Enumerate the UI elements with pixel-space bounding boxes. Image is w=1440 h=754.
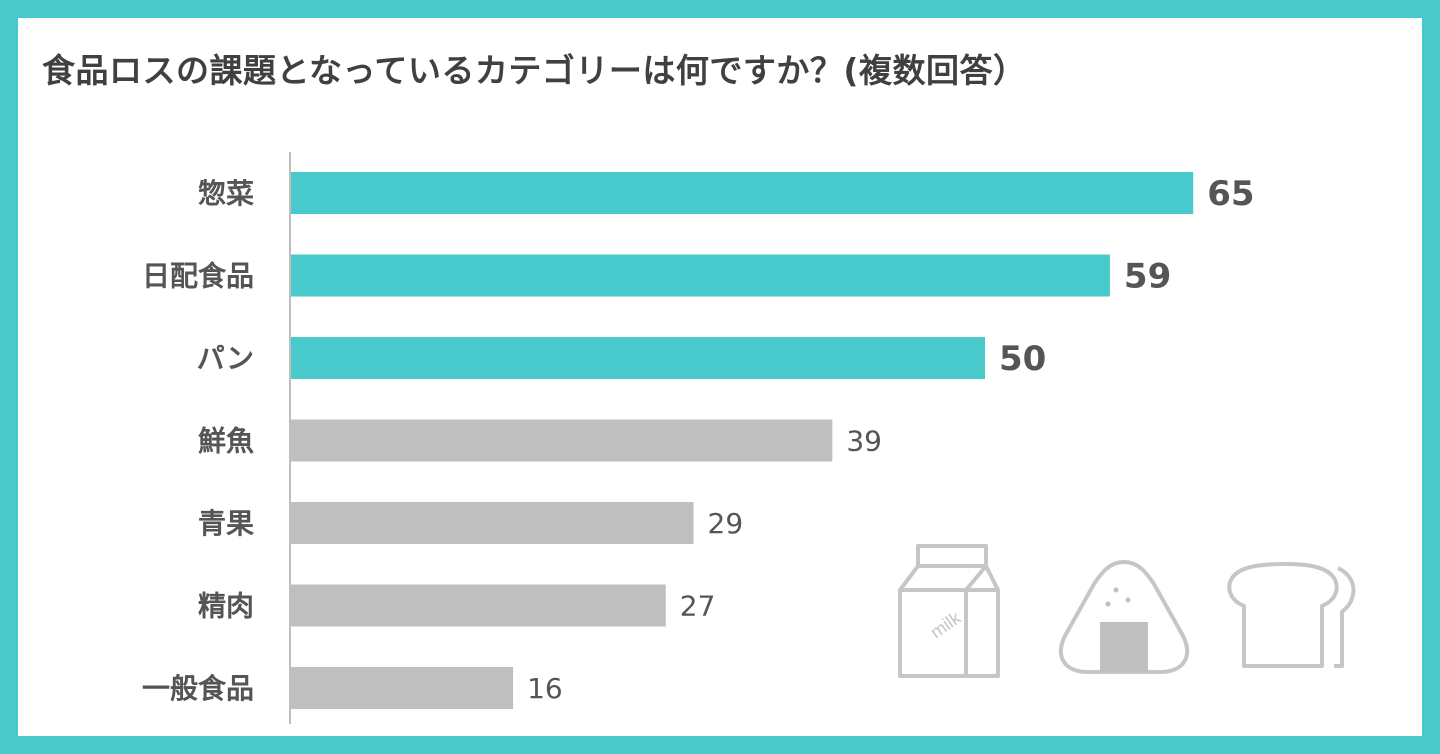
category-label: 鮮魚 <box>198 425 254 458</box>
bar-4 <box>291 419 833 462</box>
milk-label: milk <box>927 607 965 642</box>
onigiri-icon <box>1059 559 1189 674</box>
value-label: 65 <box>1207 174 1254 214</box>
value-label: 16 <box>527 672 563 705</box>
category-label: 一般食品 <box>142 672 254 705</box>
bar-6 <box>291 584 666 627</box>
category-label: 青果 <box>198 507 254 540</box>
category-label: パン <box>197 342 254 375</box>
value-label: 27 <box>680 590 716 623</box>
value-label: 50 <box>999 339 1046 379</box>
category-label: 日配食品 <box>142 260 254 293</box>
category-label: 惣菜 <box>198 177 254 210</box>
bar-7 <box>291 667 514 709</box>
value-label: 29 <box>708 507 744 540</box>
category-label: 精肉 <box>198 590 254 623</box>
bar-3 <box>291 337 985 379</box>
value-label: 59 <box>1124 257 1171 297</box>
value-label: 39 <box>846 425 882 458</box>
bread-icon <box>1227 562 1356 668</box>
bars-group: 惣菜 65 日配食品 59 パン 50 鮮魚 39 青果 29 精肉 27 一般食品 16 <box>142 172 1255 709</box>
bar-1 <box>291 172 1194 214</box>
milk-carton-icon: milk <box>898 544 1000 678</box>
bar-2 <box>291 254 1110 297</box>
chart-title: 食品ロスの課題となっているカテゴリーは何ですか？(複数回答） <box>42 51 1027 90</box>
bar-5 <box>291 502 694 544</box>
